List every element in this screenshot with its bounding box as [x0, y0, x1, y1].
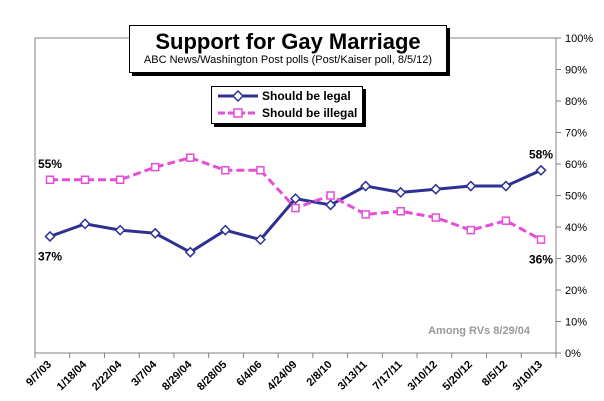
- y-tick-label: 70%: [565, 128, 587, 140]
- x-tick-label: 5/20/12: [441, 359, 475, 393]
- y-tick-label: 90%: [565, 65, 587, 77]
- data-point-legal: [44, 230, 56, 243]
- y-tick-label: 20%: [565, 285, 587, 297]
- legend-item-illegal: Should be illegal: [216, 105, 362, 122]
- data-point-legal: [219, 224, 231, 236]
- x-tick-label: 3/7/04: [129, 358, 160, 389]
- data-label: 58%: [529, 147, 553, 161]
- legend-item-legal: Should be legal: [216, 88, 362, 105]
- data-point-legal: [79, 218, 91, 230]
- legend-swatch-legal: [218, 89, 258, 103]
- x-tick-label: 8/5/12: [480, 359, 510, 389]
- x-tick-label: 3/10/13: [511, 359, 545, 393]
- data-label: 36%: [529, 253, 553, 267]
- data-point-legal: [184, 246, 196, 258]
- y-tick-label: 50%: [565, 191, 587, 203]
- y-tick-label: 40%: [565, 222, 587, 234]
- data-point-legal: [395, 186, 407, 198]
- data-point-illegal: [45, 175, 55, 184]
- legend-swatch-illegal: [218, 108, 258, 118]
- x-tick-label: 3/13/11: [336, 359, 370, 393]
- data-point-legal: [500, 180, 512, 192]
- legend: Should be legal Should be illegal: [211, 86, 363, 124]
- x-tick-label: 6/4/06: [234, 359, 264, 389]
- data-point-legal: [254, 234, 266, 246]
- data-point-illegal: [536, 235, 546, 244]
- data-point-legal: [325, 199, 337, 211]
- x-tick-label: 4/24/09: [265, 359, 299, 393]
- data-point-illegal: [150, 162, 160, 172]
- x-tick-label: 8/28/05: [195, 359, 229, 393]
- data-point-legal: [114, 224, 126, 236]
- data-point-illegal: [466, 225, 476, 235]
- data-point-illegal: [326, 191, 335, 200]
- x-tick-label: 1/18/04: [55, 358, 90, 393]
- legend-label-illegal: Should be illegal: [262, 106, 358, 120]
- data-point-illegal: [501, 216, 511, 225]
- x-tick-label: 2/22/04: [90, 358, 125, 393]
- data-point-illegal: [186, 153, 195, 162]
- data-point-illegal: [80, 175, 90, 184]
- data-point-illegal: [115, 175, 125, 184]
- data-point-illegal: [431, 213, 441, 222]
- data-point-legal: [430, 183, 442, 195]
- x-tick-label: 2/8/10: [305, 359, 335, 389]
- y-tick-label: 60%: [565, 159, 587, 171]
- data-label: 55%: [38, 157, 62, 171]
- title-box: Support for Gay Marriage ABC News/Washin…: [129, 25, 447, 73]
- data-point-legal: [289, 193, 302, 205]
- data-point-legal: [360, 180, 372, 192]
- y-tick-label: 80%: [565, 96, 587, 108]
- y-tick-label: 0%: [565, 348, 581, 360]
- data-point-illegal: [396, 207, 405, 216]
- x-tick-label: 7/17/11: [371, 359, 405, 393]
- data-point-illegal: [291, 203, 300, 213]
- data-point-illegal: [256, 166, 265, 175]
- data-label: 37%: [38, 249, 62, 263]
- legend-label-legal: Should be legal: [262, 89, 351, 103]
- annotation-text: Among RVs 8/29/04: [428, 325, 531, 337]
- y-tick-label: 100%: [565, 33, 593, 45]
- data-point-illegal: [221, 166, 230, 175]
- chart-title: Support for Gay Marriage: [155, 29, 421, 54]
- y-tick-label: 10%: [565, 317, 587, 329]
- data-point-illegal: [361, 210, 370, 219]
- x-tick-label: 3/10/12: [405, 359, 439, 393]
- x-tick-label: 9/7/03: [24, 359, 54, 389]
- data-point-legal: [465, 180, 477, 192]
- y-tick-label: 30%: [565, 254, 587, 266]
- data-point-legal: [535, 164, 547, 176]
- x-tick-label: 8/29/04: [160, 358, 195, 393]
- data-point-legal: [149, 227, 161, 239]
- chart-subtitle: ABC News/Washington Post polls (Post/Kai…: [143, 54, 433, 66]
